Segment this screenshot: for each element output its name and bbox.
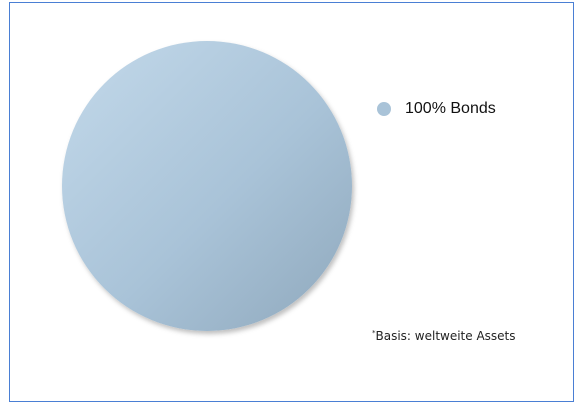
- legend-label: 100% Bonds: [405, 100, 496, 117]
- footnote-marker: *: [372, 329, 376, 337]
- pie-chart: [62, 41, 352, 331]
- pie-slice-0: [62, 41, 352, 331]
- legend-swatch: [377, 102, 391, 116]
- legend-item-bonds: 100% Bonds: [377, 100, 496, 118]
- footnote-text: Basis: weltweite Assets: [375, 329, 516, 343]
- footnote: *Basis: weltweite Assets: [372, 329, 516, 343]
